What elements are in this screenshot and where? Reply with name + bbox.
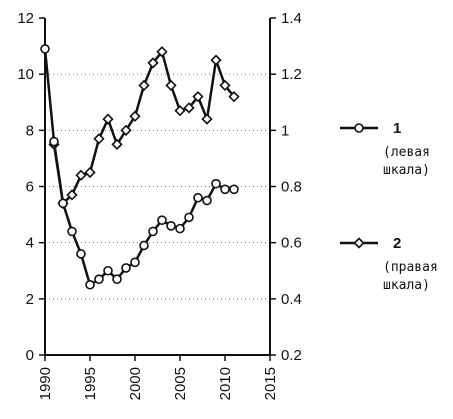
legend-1-note: (левая — [383, 145, 430, 160]
right-tick-label: 0.4 — [281, 291, 302, 308]
right-tick-label: 1.2 — [281, 66, 302, 83]
series-1-point — [76, 249, 86, 259]
right-tick-label: 0.8 — [281, 179, 302, 196]
gridlines — [45, 73, 270, 300]
x-tick-label: 2010 — [217, 367, 234, 400]
series-2-point — [129, 110, 141, 122]
legend-1-swatch-marker — [354, 123, 364, 133]
series-1-point — [85, 279, 95, 290]
x-tick-label: 2015 — [262, 367, 279, 400]
right-axis-ticks: 0.2 0.4 0.6 0.8 1 1.2 1.4 — [270, 10, 302, 364]
series-1-point — [148, 226, 158, 237]
series-1-point — [166, 221, 176, 231]
series-2-point — [210, 54, 222, 66]
series-1-point — [139, 240, 149, 251]
series-1-point — [157, 215, 167, 225]
series-1-point — [49, 136, 59, 147]
x-axis-ticks: 1990 1995 2000 2005 2010 2015 — [37, 355, 279, 400]
series-2-point — [192, 91, 204, 103]
series-2-point — [111, 138, 123, 151]
series-1-point — [67, 226, 77, 237]
left-tick-label: 10 — [17, 66, 34, 83]
left-tick-label: 0 — [26, 347, 34, 364]
legend-2-swatch-marker — [353, 237, 365, 249]
series-2-point — [147, 57, 159, 69]
series-2-point — [93, 133, 105, 145]
series-1 — [40, 44, 239, 290]
series-2-point — [120, 124, 132, 136]
legend: 1 (левая шкала) 2 (правая шкала) — [340, 120, 438, 293]
series-1-point — [175, 223, 185, 234]
series-2-point — [66, 189, 78, 201]
series-1-point — [220, 184, 230, 195]
series-1-point — [121, 263, 131, 273]
right-tick-label: 0.2 — [281, 347, 302, 364]
left-tick-label: 4 — [26, 235, 34, 252]
x-tick-label: 2005 — [172, 367, 189, 400]
series-2 — [48, 46, 240, 209]
series-2-point — [174, 105, 186, 117]
series-1-point — [130, 257, 140, 268]
series-1-point — [103, 265, 113, 276]
left-tick-label: 8 — [26, 122, 34, 139]
series-2-point — [84, 166, 96, 179]
series-1-point — [112, 274, 122, 284]
right-tick-label: 1 — [281, 122, 289, 139]
series-2-point — [201, 113, 213, 125]
series-2-point — [102, 113, 114, 125]
series-1-point — [40, 44, 50, 54]
series-1-point — [184, 212, 194, 223]
series-1-point — [229, 184, 239, 195]
series-1-point — [202, 195, 212, 206]
left-axis-ticks: 0 2 4 6 8 10 12 — [17, 10, 45, 364]
series-1-point — [211, 178, 221, 189]
series-2-point — [138, 79, 150, 92]
legend-1-note: шкала) — [383, 163, 430, 178]
series-2-point — [156, 46, 168, 58]
series-2-point — [228, 91, 240, 103]
legend-2-label: 2 — [393, 235, 401, 252]
legend-1-label: 1 — [393, 120, 401, 137]
legend-2-note: шкала) — [383, 278, 430, 293]
series-2-point — [75, 169, 87, 181]
legend-2-note: (правая — [383, 260, 438, 275]
x-tick-label: 1995 — [82, 367, 99, 400]
right-tick-label: 0.6 — [281, 235, 302, 252]
x-tick-label: 2000 — [127, 367, 144, 400]
right-tick-label: 1.4 — [281, 10, 302, 27]
left-tick-label: 6 — [26, 179, 34, 196]
left-tick-label: 2 — [26, 291, 34, 308]
left-tick-label: 12 — [17, 10, 34, 27]
series-2-point — [183, 102, 195, 114]
series-2-point — [219, 79, 231, 92]
x-tick-label: 1990 — [37, 367, 54, 400]
series-2-point — [165, 79, 177, 92]
series-1-point — [193, 192, 203, 203]
series-1-point — [58, 198, 68, 209]
series-1-point — [94, 274, 104, 284]
